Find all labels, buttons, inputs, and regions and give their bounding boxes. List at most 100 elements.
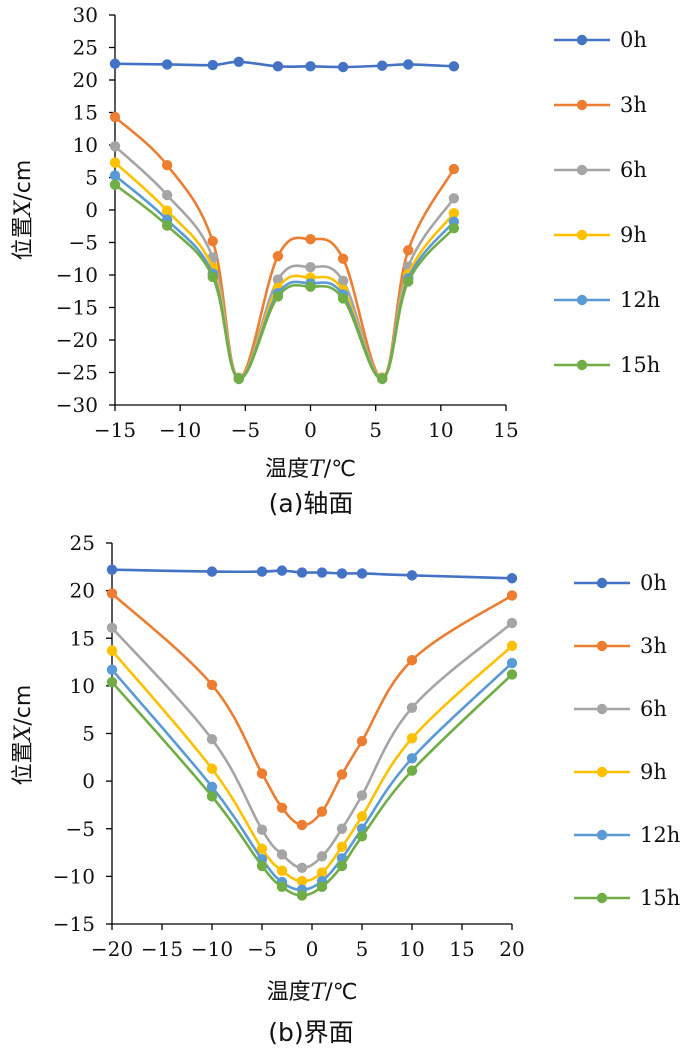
- y-tick-label: 0: [82, 769, 95, 793]
- x-axis-title-unit: /℃: [325, 980, 357, 1005]
- x-tick-label: 5: [369, 418, 382, 442]
- series-line-3h: [111, 592, 513, 827]
- x-tick-label: −5: [231, 418, 260, 442]
- data-point-3h: [272, 250, 284, 262]
- legend-marker-0h: [596, 577, 608, 589]
- data-point-3h: [296, 819, 308, 831]
- data-point-6h: [206, 734, 218, 745]
- data-point-15h: [336, 860, 348, 872]
- x-tick-label: 0: [306, 937, 319, 961]
- data-point-0h: [336, 568, 348, 579]
- data-point-12h: [106, 664, 118, 675]
- x-tick-label: −10: [159, 418, 201, 442]
- data-point-15h: [356, 831, 368, 842]
- data-point-0h: [448, 61, 460, 72]
- x-tick-label: −15: [94, 418, 136, 442]
- y-tick-label: 5: [82, 722, 95, 746]
- data-point-12h: [506, 657, 518, 669]
- data-point-9h: [356, 811, 368, 822]
- series-line-3h: [114, 116, 456, 380]
- x-tick-label: 10: [428, 418, 453, 442]
- data-point-15h: [106, 676, 118, 688]
- data-point-6h: [161, 189, 173, 201]
- data-point-3h: [356, 735, 368, 747]
- series-line-6h: [111, 622, 513, 870]
- series-line-6h: [114, 145, 455, 379]
- y-axis-title-prefix: 位置: [11, 216, 36, 260]
- y-axis-title-variable: X: [11, 199, 36, 218]
- legend-marker-0h: [576, 34, 588, 46]
- series-line-0h: [114, 60, 454, 69]
- data-point-0h: [337, 61, 349, 73]
- data-point-3h: [506, 590, 518, 601]
- data-point-9h: [276, 865, 288, 876]
- series-line-12h: [111, 662, 513, 892]
- data-point-6h: [109, 141, 121, 152]
- data-point-6h: [506, 617, 518, 629]
- data-point-3h: [305, 234, 316, 245]
- legend-marker-15h: [576, 359, 588, 371]
- data-point-9h: [206, 763, 218, 774]
- legend-label-3h: 3h: [620, 93, 647, 117]
- y-tick-label: −30: [56, 393, 98, 417]
- legend-label-12h: 12h: [620, 288, 660, 312]
- legend-label-0h: 0h: [620, 28, 647, 52]
- y-axis-title-prefix: 位置: [11, 741, 36, 785]
- y-tick-label: 25: [73, 36, 98, 60]
- x-axis-title: 温度T/℃: [265, 457, 356, 482]
- data-point-6h: [296, 862, 308, 874]
- y-tick-label: −5: [66, 817, 95, 841]
- data-point-3h: [336, 769, 348, 780]
- data-point-15h: [406, 765, 418, 776]
- data-point-15h: [448, 223, 460, 234]
- x-tick-label: −5: [247, 937, 276, 961]
- legend-label-15h: 15h: [620, 353, 660, 377]
- legend-label-12h: 12h: [640, 823, 680, 847]
- data-point-0h: [233, 56, 245, 67]
- data-point-3h: [161, 159, 173, 171]
- data-point-3h: [403, 245, 414, 256]
- data-point-6h: [106, 622, 118, 633]
- legend-marker-3h: [596, 640, 608, 652]
- data-point-0h: [305, 61, 316, 72]
- series-line-9h: [111, 644, 513, 883]
- data-point-0h: [109, 58, 121, 69]
- data-point-0h: [106, 564, 118, 575]
- y-tick-label: −15: [56, 296, 98, 320]
- data-point-0h: [356, 568, 368, 579]
- y-tick-label: 20: [73, 68, 98, 92]
- y-tick-label: 0: [85, 198, 98, 222]
- data-point-3h: [406, 654, 418, 666]
- legend-label-15h: 15h: [640, 886, 680, 910]
- legend-marker-12h: [576, 294, 588, 306]
- x-tick-label: 15: [449, 937, 474, 961]
- data-point-9h: [336, 841, 348, 853]
- data-point-9h: [448, 208, 460, 219]
- y-tick-label: 20: [70, 579, 95, 603]
- data-point-0h: [272, 61, 284, 72]
- data-point-15h: [207, 271, 218, 283]
- y-axis-title: 位置X/cm: [11, 685, 36, 786]
- data-point-9h: [506, 640, 518, 652]
- x-axis-title-prefix: 温度: [265, 457, 309, 482]
- y-axis-title-unit: /cm: [11, 160, 36, 201]
- legend-marker-9h: [596, 766, 608, 778]
- data-point-3h: [106, 588, 118, 599]
- y-tick-label: −10: [53, 864, 95, 888]
- legend-label-9h: 9h: [620, 223, 647, 247]
- y-axis-title-variable: X: [11, 724, 36, 743]
- data-point-0h: [207, 59, 218, 71]
- legend-label-3h: 3h: [640, 634, 667, 658]
- x-tick-label: 5: [356, 937, 369, 961]
- y-tick-label: 10: [73, 133, 98, 157]
- data-point-6h: [448, 193, 460, 204]
- legend-label-0h: 0h: [640, 571, 667, 595]
- data-point-15h: [272, 291, 284, 302]
- data-point-0h: [161, 59, 173, 70]
- series-line-15h: [111, 673, 513, 897]
- x-axis-title-variable: T: [311, 980, 328, 1005]
- legend-marker-6h: [596, 703, 608, 715]
- data-point-15h: [276, 881, 288, 893]
- y-axis-title: 位置X/cm: [11, 160, 36, 261]
